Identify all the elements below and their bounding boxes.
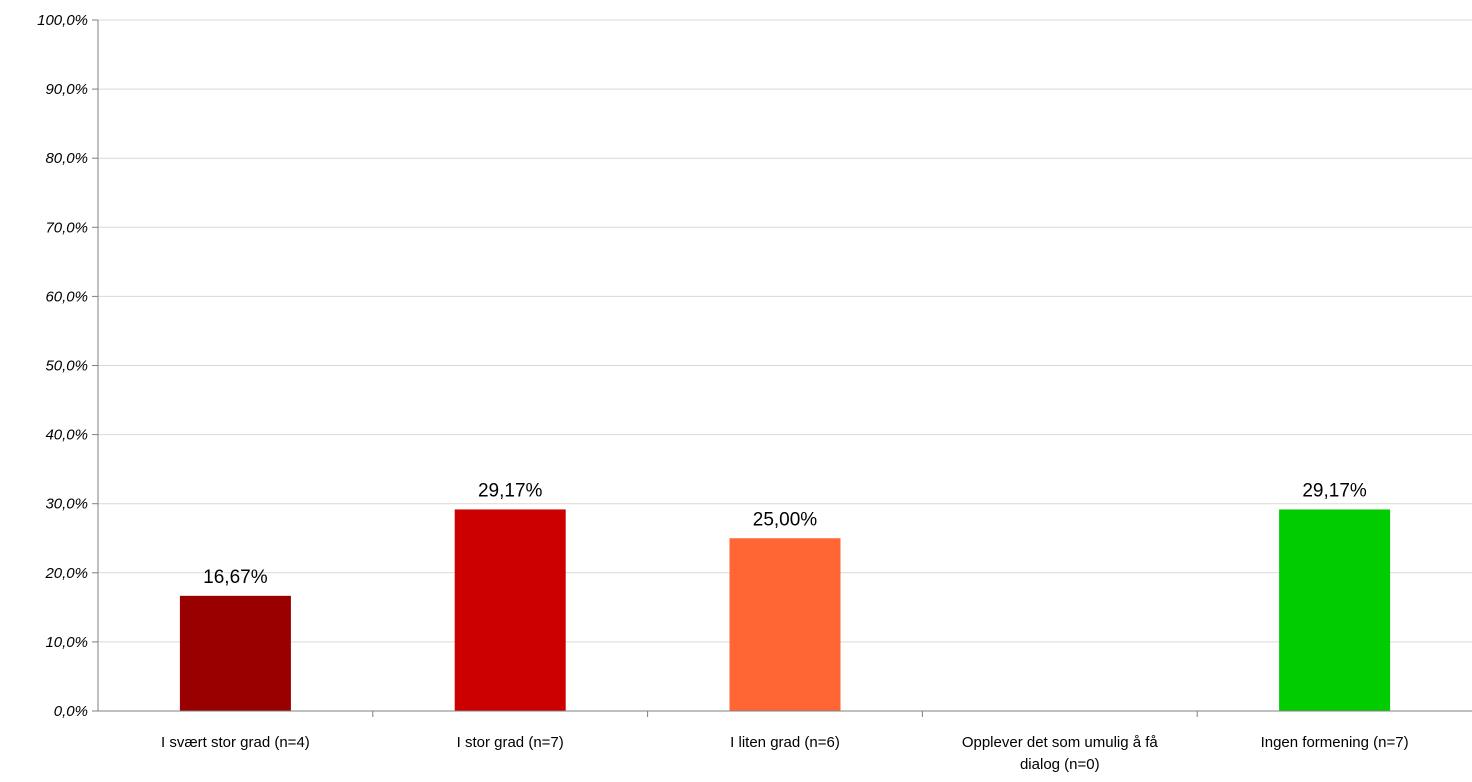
y-tick-label: 70,0% xyxy=(45,219,88,236)
y-tick-label: 20,0% xyxy=(44,565,88,582)
y-tick-label: 30,0% xyxy=(45,496,88,513)
bar xyxy=(729,538,841,711)
x-tick-label: Ingen formening (n=7) xyxy=(1261,734,1409,751)
y-tick-label: 60,0% xyxy=(45,288,88,305)
bar xyxy=(179,595,291,711)
data-label: 25,00% xyxy=(753,509,818,530)
data-label: 16,67% xyxy=(203,567,268,588)
bar xyxy=(454,509,566,711)
axes xyxy=(92,19,1472,717)
x-tick-label: dialog (n=0) xyxy=(1020,756,1100,773)
x-tick-label: I stor grad (n=7) xyxy=(457,734,564,751)
x-tick-labels: I svært stor grad (n=4) I stor grad (n=7)… xyxy=(161,734,1409,773)
x-tick-label: I liten grad (n=6) xyxy=(730,734,840,751)
gridlines xyxy=(98,19,1472,643)
y-tick-label: 40,0% xyxy=(45,427,88,444)
data-labels: 16,67% 29,17% 25,00% 29,17% xyxy=(203,480,1367,587)
y-tick-label: 50,0% xyxy=(45,358,88,375)
y-tick-label: 100,0% xyxy=(37,12,88,29)
y-tick-label: 80,0% xyxy=(45,150,88,167)
data-label: 29,17% xyxy=(1302,480,1367,501)
x-tick-label: Opplever det som umulig å få xyxy=(962,734,1159,751)
bars xyxy=(179,509,1391,711)
y-tick-label: 0,0% xyxy=(54,703,88,720)
x-tick-label: I svært stor grad (n=4) xyxy=(161,734,310,751)
data-label: 29,17% xyxy=(478,480,543,501)
y-tick-label: 90,0% xyxy=(45,81,88,98)
bar xyxy=(1279,509,1391,711)
y-tick-label: 10,0% xyxy=(45,634,88,651)
y-tick-labels: 0,0% 10,0% 20,0% 30,0% 40,0% 50,0% 60,0% 70,0% 8… xyxy=(37,12,88,720)
